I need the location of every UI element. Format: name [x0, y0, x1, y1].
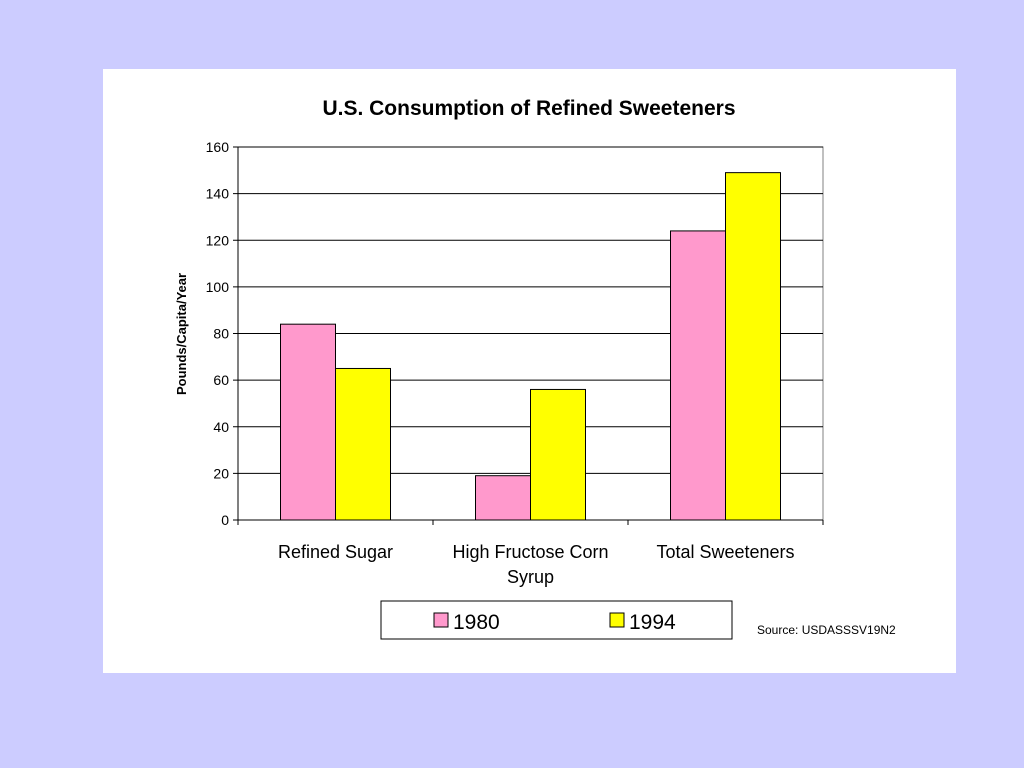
y-tick-label: 60: [213, 372, 229, 388]
y-axis-label: Pounds/Capita/Year: [174, 273, 189, 395]
legend-label-1994: 1994: [629, 611, 676, 634]
bar-1980-2: [670, 230, 726, 521]
source-note: Source: USDASSSV19N2: [757, 623, 896, 637]
legend: 1980 1994: [380, 600, 733, 640]
y-tick-label: 100: [206, 279, 230, 295]
x-category-label: Refined Sugar: [278, 542, 393, 562]
x-category-label: High Fructose Corn Syrup: [452, 542, 608, 587]
legend-box: [380, 600, 733, 640]
bar-1994-1: [530, 388, 586, 521]
y-tick-label: 40: [213, 419, 229, 435]
bar-1980-0: [280, 323, 336, 521]
bar-chart: U.S. Consumption of Refined Sweeteners 0…: [174, 97, 896, 640]
y-tick-label: 20: [213, 465, 229, 481]
bar-1994-0: [335, 367, 391, 521]
bar-1994-2: [725, 172, 781, 521]
y-tick-label: 120: [206, 232, 230, 248]
legend-label-1980: 1980: [453, 611, 500, 634]
chart-panel: U.S. Consumption of Refined Sweeteners 0…: [103, 69, 956, 673]
bar-1980-1: [475, 475, 531, 521]
y-tick-label: 160: [206, 139, 230, 155]
x-category-label: Total Sweeteners: [656, 542, 794, 562]
legend-swatch-1980: [433, 612, 449, 628]
chart-title: U.S. Consumption of Refined Sweeteners: [322, 97, 735, 120]
y-tick-label: 0: [221, 512, 229, 528]
y-tick-label: 80: [213, 326, 229, 342]
plot-area: 0 20 40 60 80 100 120 140 160 Refined Sugar High F…: [206, 139, 824, 587]
legend-swatch-1994: [609, 612, 625, 628]
y-tick-label: 140: [206, 186, 230, 202]
